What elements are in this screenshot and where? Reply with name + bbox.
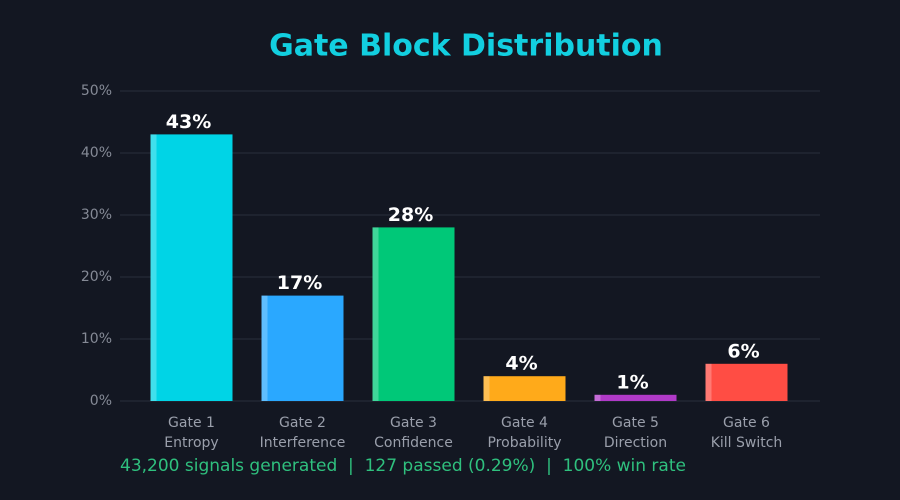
bar-highlight [483, 376, 490, 401]
x-tick-label: Gate 2 [279, 415, 326, 431]
x-tick-label: Gate 6 [723, 415, 770, 431]
x-tick-label: Gate 1 [168, 415, 215, 431]
x-tick-label: Gate 5 [612, 415, 659, 431]
y-tick-label: 0% [90, 393, 112, 409]
y-tick-label: 20% [81, 269, 112, 285]
x-tick-label: Kill Switch [711, 435, 783, 451]
bar [261, 295, 344, 401]
bar-highlight [150, 134, 157, 401]
footer: 43,200 signals generated | 127 passed (0… [120, 456, 686, 476]
value-label: 6% [727, 340, 759, 362]
bar [372, 227, 455, 401]
y-tick-label: 30% [81, 207, 112, 223]
bar-highlight [261, 295, 268, 401]
x-tick-label: Gate 4 [501, 415, 548, 431]
y-tick-label: 10% [81, 331, 112, 347]
bar [483, 376, 566, 401]
bar-highlight [705, 363, 712, 401]
bar-highlight [594, 394, 601, 401]
value-label: 1% [616, 371, 648, 393]
bar [705, 363, 788, 401]
y-tick-label: 50% [81, 83, 112, 99]
value-label: 28% [388, 204, 433, 226]
x-tick-label: Direction [604, 435, 667, 451]
value-label: 43% [166, 111, 211, 133]
chart-title: Gate Block Distribution [269, 29, 663, 64]
x-tick-label: Interference [260, 435, 346, 451]
bar [150, 134, 233, 401]
y-tick-label: 40% [81, 145, 112, 161]
value-label: 4% [505, 353, 537, 375]
x-tick-label: Entropy [164, 435, 218, 451]
x-tick-label: Gate 3 [390, 415, 437, 431]
value-label: 17% [277, 272, 322, 294]
x-tick-label: Confidence [374, 435, 453, 451]
x-tick-label: Probability [487, 435, 561, 451]
bar [594, 394, 677, 401]
bar-highlight [372, 227, 379, 401]
